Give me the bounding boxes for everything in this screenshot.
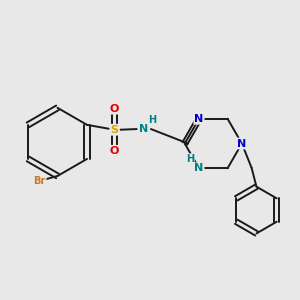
Text: O: O bbox=[110, 146, 119, 156]
Text: N: N bbox=[194, 163, 204, 173]
Text: N: N bbox=[237, 139, 247, 148]
Text: N: N bbox=[139, 124, 148, 134]
Text: O: O bbox=[110, 103, 119, 114]
Text: S: S bbox=[111, 125, 119, 135]
Text: H: H bbox=[186, 154, 194, 164]
Text: N: N bbox=[194, 114, 204, 124]
Text: H: H bbox=[148, 115, 156, 125]
Text: Br: Br bbox=[34, 176, 46, 186]
